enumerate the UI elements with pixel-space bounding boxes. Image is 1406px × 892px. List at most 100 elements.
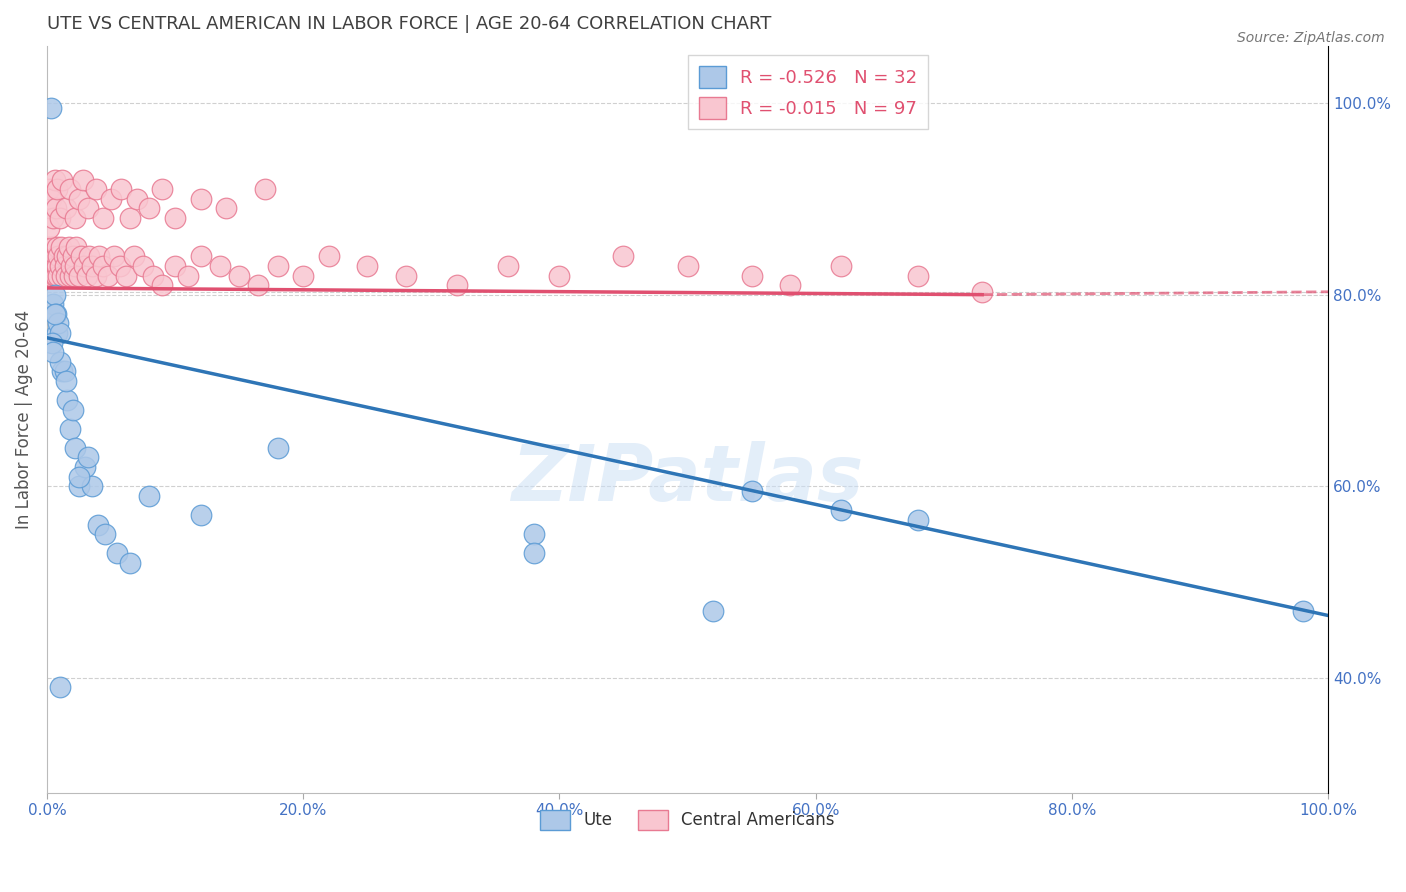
Legend: Ute, Central Americans: Ute, Central Americans bbox=[534, 803, 841, 837]
Point bbox=[395, 268, 418, 283]
Text: Source: ZipAtlas.com: Source: ZipAtlas.com bbox=[1237, 31, 1385, 45]
Point bbox=[163, 259, 186, 273]
Point bbox=[67, 268, 90, 283]
Point bbox=[60, 259, 83, 273]
Point bbox=[44, 173, 66, 187]
Point bbox=[741, 483, 763, 498]
Point bbox=[228, 268, 250, 283]
Point bbox=[45, 268, 67, 283]
Point bbox=[48, 681, 70, 695]
Point bbox=[830, 503, 852, 517]
Point bbox=[67, 192, 90, 206]
Point bbox=[523, 527, 546, 541]
Point bbox=[39, 240, 62, 254]
Point bbox=[93, 527, 115, 541]
Point bbox=[38, 249, 60, 263]
Point bbox=[63, 441, 86, 455]
Point bbox=[77, 249, 100, 263]
Point bbox=[49, 240, 72, 254]
Point bbox=[51, 173, 73, 187]
Point bbox=[110, 182, 132, 196]
Point bbox=[39, 259, 62, 273]
Point bbox=[58, 240, 80, 254]
Point bbox=[45, 307, 67, 321]
Point bbox=[48, 249, 70, 263]
Point bbox=[702, 604, 724, 618]
Point bbox=[208, 259, 231, 273]
Point bbox=[56, 392, 79, 407]
Point bbox=[163, 211, 186, 225]
Point bbox=[972, 285, 994, 299]
Point bbox=[115, 268, 138, 283]
Point bbox=[45, 249, 67, 263]
Point bbox=[190, 249, 212, 263]
Point bbox=[75, 460, 97, 475]
Point bbox=[67, 479, 90, 493]
Point bbox=[48, 317, 70, 331]
Point bbox=[65, 240, 87, 254]
Point bbox=[48, 326, 70, 340]
Point bbox=[266, 441, 288, 455]
Point bbox=[100, 192, 122, 206]
Point bbox=[63, 211, 86, 225]
Point bbox=[53, 259, 76, 273]
Point bbox=[42, 259, 65, 273]
Point bbox=[42, 297, 65, 311]
Point bbox=[59, 422, 82, 436]
Point bbox=[37, 202, 59, 216]
Point bbox=[190, 508, 212, 522]
Point bbox=[46, 259, 69, 273]
Point bbox=[1291, 604, 1313, 618]
Point bbox=[62, 402, 84, 417]
Point bbox=[190, 192, 212, 206]
Point bbox=[612, 249, 634, 263]
Point bbox=[42, 211, 65, 225]
Point bbox=[318, 249, 340, 263]
Point bbox=[523, 546, 546, 560]
Point bbox=[496, 259, 519, 273]
Point bbox=[46, 182, 69, 196]
Point bbox=[89, 249, 111, 263]
Point bbox=[266, 259, 288, 273]
Point bbox=[72, 173, 94, 187]
Point bbox=[830, 259, 852, 273]
Point bbox=[741, 268, 763, 283]
Point bbox=[62, 249, 84, 263]
Point bbox=[97, 268, 120, 283]
Point bbox=[548, 268, 571, 283]
Point bbox=[42, 240, 65, 254]
Point bbox=[67, 469, 90, 483]
Point bbox=[91, 259, 114, 273]
Point bbox=[122, 249, 145, 263]
Point bbox=[48, 211, 70, 225]
Text: UTE VS CENTRAL AMERICAN IN LABOR FORCE | AGE 20-64 CORRELATION CHART: UTE VS CENTRAL AMERICAN IN LABOR FORCE |… bbox=[46, 15, 772, 33]
Point bbox=[51, 364, 73, 378]
Point bbox=[91, 211, 114, 225]
Point bbox=[51, 268, 73, 283]
Point bbox=[52, 249, 75, 263]
Point bbox=[150, 278, 173, 293]
Point bbox=[84, 268, 107, 283]
Point bbox=[56, 249, 79, 263]
Point bbox=[120, 556, 142, 570]
Point bbox=[215, 202, 238, 216]
Point bbox=[70, 249, 93, 263]
Point bbox=[55, 374, 77, 388]
Point bbox=[446, 278, 468, 293]
Point bbox=[356, 259, 378, 273]
Point bbox=[46, 240, 69, 254]
Point bbox=[63, 259, 86, 273]
Y-axis label: In Labor Force | Age 20-64: In Labor Force | Age 20-64 bbox=[15, 310, 32, 529]
Point bbox=[44, 287, 66, 301]
Point bbox=[55, 202, 77, 216]
Point bbox=[62, 268, 84, 283]
Point bbox=[45, 202, 67, 216]
Point bbox=[87, 517, 110, 532]
Point bbox=[59, 268, 82, 283]
Point bbox=[41, 335, 63, 350]
Text: ZIPatlas: ZIPatlas bbox=[512, 441, 863, 517]
Point bbox=[105, 546, 128, 560]
Point bbox=[38, 220, 60, 235]
Point bbox=[292, 268, 315, 283]
Point bbox=[39, 192, 62, 206]
